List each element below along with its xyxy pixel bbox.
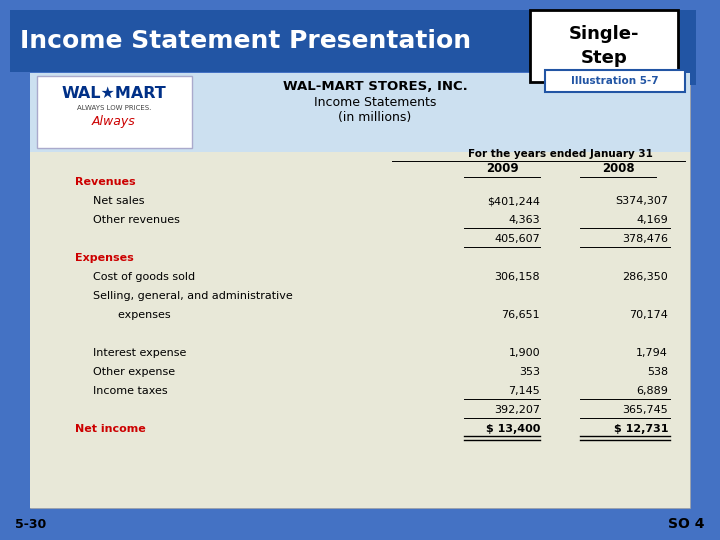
Text: Interest expense: Interest expense: [93, 348, 186, 358]
Text: Revenues: Revenues: [75, 177, 135, 187]
Text: 1,794: 1,794: [636, 348, 668, 358]
Text: 2008: 2008: [602, 163, 634, 176]
Text: For the years ended January 31: For the years ended January 31: [467, 149, 652, 159]
Text: Always: Always: [92, 114, 136, 127]
Text: 538: 538: [647, 367, 668, 377]
Text: 405,607: 405,607: [494, 234, 540, 244]
Text: 7,145: 7,145: [508, 386, 540, 396]
Text: 378,476: 378,476: [622, 234, 668, 244]
Text: S374,307: S374,307: [615, 196, 668, 206]
Text: 2009: 2009: [486, 163, 518, 176]
Text: $401,244: $401,244: [487, 196, 540, 206]
Text: 4,169: 4,169: [636, 215, 668, 225]
Text: Income Statements: Income Statements: [314, 96, 436, 109]
Text: SO 4: SO 4: [668, 517, 705, 531]
Text: 365,745: 365,745: [622, 405, 668, 415]
Text: 76,651: 76,651: [501, 310, 540, 320]
Bar: [30, 152, 690, 508]
Text: 70,174: 70,174: [629, 310, 668, 320]
Text: 392,207: 392,207: [494, 405, 540, 415]
Text: 286,350: 286,350: [622, 272, 668, 282]
Text: $ 13,400: $ 13,400: [485, 424, 540, 434]
Text: Illustration 5-7: Illustration 5-7: [571, 76, 659, 86]
Bar: [30, 73, 690, 152]
Text: Net income: Net income: [75, 424, 145, 434]
Text: ALWAYS LOW PRICES.: ALWAYS LOW PRICES.: [77, 105, 151, 111]
Text: Income taxes: Income taxes: [93, 386, 168, 396]
Text: Income Statement Presentation: Income Statement Presentation: [20, 29, 471, 53]
Text: Other revenues: Other revenues: [93, 215, 180, 225]
Text: 353: 353: [519, 367, 540, 377]
Text: Expenses: Expenses: [75, 253, 134, 263]
Text: WAL★MART: WAL★MART: [62, 85, 166, 100]
Text: Single-
Step: Single- Step: [569, 25, 639, 67]
Text: 1,900: 1,900: [508, 348, 540, 358]
Text: (in millions): (in millions): [338, 111, 412, 125]
Bar: [30, 73, 690, 508]
Bar: [10, 10, 538, 72]
Text: Cost of goods sold: Cost of goods sold: [93, 272, 195, 282]
Text: Net sales: Net sales: [93, 196, 145, 206]
Text: expenses: expenses: [111, 310, 171, 320]
Text: 5-30: 5-30: [15, 517, 46, 530]
Text: WAL-MART STORES, INC.: WAL-MART STORES, INC.: [283, 79, 467, 92]
Text: 4,363: 4,363: [508, 215, 540, 225]
Text: Other expense: Other expense: [93, 367, 175, 377]
Bar: [37, 76, 192, 148]
Text: 6,889: 6,889: [636, 386, 668, 396]
Text: $ 12,731: $ 12,731: [613, 424, 668, 434]
Bar: [530, 10, 678, 82]
Text: Selling, general, and administrative: Selling, general, and administrative: [93, 291, 293, 301]
Bar: [545, 70, 685, 92]
Bar: [548, 10, 696, 85]
Text: 306,158: 306,158: [495, 272, 540, 282]
